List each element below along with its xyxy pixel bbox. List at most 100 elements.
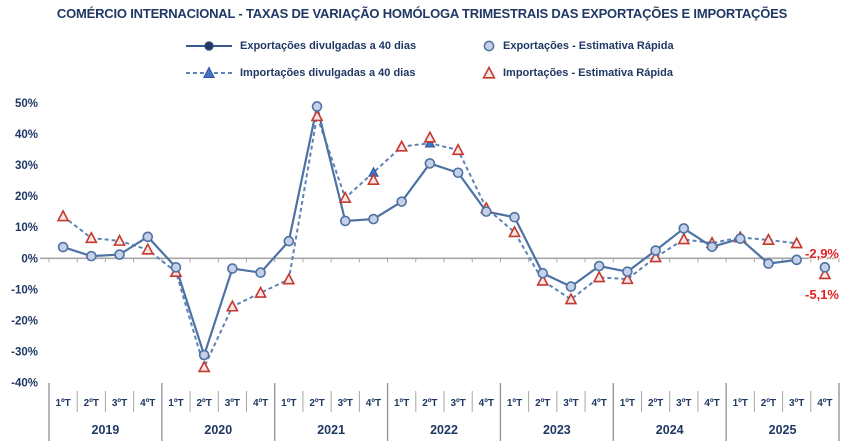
quarter-label: 3ºT [225,398,240,409]
quarter-label: 1ºT [55,398,70,409]
year-label: 2025 [769,423,797,437]
imports-flash-marker [395,139,409,152]
chart-title: COMÉRCIO INTERNACIONAL - TAXAS DE VARIAÇ… [56,6,788,21]
year-label: 2020 [204,423,232,437]
exports-flash-marker [368,213,379,225]
imports-flash-marker [338,190,352,203]
y-tick-label: 40% [15,129,38,141]
year-label: 2024 [656,423,684,437]
exports-flash-marker [311,101,323,112]
exports-flash-marker [537,267,549,279]
exports-flash-marker [565,281,577,292]
flash-circle-icon [482,39,496,53]
imports-flash-marker [423,130,437,143]
exports-flash-marker [509,211,520,223]
quarter-label: 2ºT [422,398,437,409]
exports-flash-marker [114,249,125,260]
imports-flash-marker [226,299,239,312]
quarter-label: 1ºT [281,398,296,409]
quarter-label: 1ºT [620,398,635,409]
exports-flash-marker [283,235,295,247]
quarter-label: 3ºT [676,398,691,409]
exports-flash-marker [819,262,831,273]
legend-item-exports-40d: Exportações divulgadas a 40 dias [185,38,416,54]
imports-flash-marker [310,109,324,122]
imports-flash-marker [508,225,521,238]
imports-flash-marker [536,273,550,286]
quarter-label: 4ºT [592,398,607,409]
imports-flash-marker [197,360,211,373]
y-tick-label: 20% [15,191,38,203]
solid-line-circle-icon [185,39,233,53]
quarter-label: 2ºT [309,398,324,409]
legend-item-imports-40d: Importações divulgadas a 40 dias [185,65,415,81]
imports-40d-marker [424,137,436,148]
quarter-label: 4ºT [479,398,494,409]
imports-40d-markers [57,110,803,372]
exports-flash-marker [763,258,774,269]
quarter-label: 4ºT [366,398,381,409]
imports-flash-marker [592,270,606,283]
imports-flash-marker [790,236,804,249]
imports-flash-marker [254,285,267,298]
imports-flash-marker [113,233,126,246]
exports-flash-marker [706,241,718,253]
legend-label: Exportações - Estimativa Rápida [503,40,674,52]
quarter-label: 3ºT [338,398,353,409]
legend-item-imports-flash: Importações - Estimativa Rápida [482,65,673,81]
x-axis: 1ºT 2ºT 3ºT 4ºT 1ºT 2ºT 3ºT 4ºT 1ºT 2ºT 3ºT 4ºT 1ºT 2… [48,383,840,441]
quarter-label: 2ºT [197,398,212,409]
year-label: 2021 [317,423,345,437]
imports-flash-marker [649,250,662,263]
exports-flash-marker [481,206,492,217]
y-tick-label: 50% [15,98,38,110]
y-tick-label: 0% [21,253,38,265]
imports-flash-marker [282,272,296,285]
imports-flash-marker [621,272,634,285]
exports-flash-marker [227,263,238,274]
year-label: 2022 [430,423,458,437]
exports-flash-marker [198,349,210,361]
exports-flash-marker [255,267,266,278]
y-tick-label: -10% [11,284,38,296]
legend-item-exports-flash: Exportações - Estimativa Rápida [482,38,674,54]
quarter-label: 3ºT [450,398,465,409]
exports-flash-marker [57,241,69,253]
flash-triangle-icon [482,66,496,80]
imports-flash-marker [818,267,832,280]
quarter-label: 4ºT [253,398,268,409]
imports-flash-marker [564,292,578,305]
imports-last-value-label: -5,1% [805,287,839,302]
quarter-label: 2ºT [761,398,776,409]
exports-flash-marker [650,245,661,256]
imports-flash-marker [56,209,70,222]
quarter-label: 3ºT [789,398,804,409]
exports-flash-marker [170,262,182,273]
exports-flash-marker [396,196,407,207]
imports-flash-marker [677,232,691,245]
imports-flash-markers [56,109,832,373]
imports-flash-marker [367,172,380,185]
y-tick-label: 10% [15,222,38,234]
exports-flash-marker [424,158,436,169]
y-tick-label: -30% [11,347,38,359]
imports-flash-marker [762,232,775,245]
exports-flash-marker [791,254,802,266]
quarter-label: 4ºT [140,398,155,409]
quarter-label: 1ºT [394,398,409,409]
quarter-label: 3ºT [112,398,127,409]
imports-flash-marker [141,242,155,255]
dashed-line-triangle-icon [185,66,233,80]
quarter-label: 1ºT [733,398,748,409]
year-label: 2023 [543,423,571,437]
year-label: 2019 [92,423,120,437]
quarter-label: 3ºT [563,398,578,409]
legend-label: Importações divulgadas a 40 dias [240,67,416,79]
quarter-label: 4ºT [817,398,832,409]
exports-flash-marker [339,215,351,227]
quarter-label: 2ºT [535,398,550,409]
y-tick-label: -40% [11,378,38,390]
exports-flash-marker [678,223,690,234]
